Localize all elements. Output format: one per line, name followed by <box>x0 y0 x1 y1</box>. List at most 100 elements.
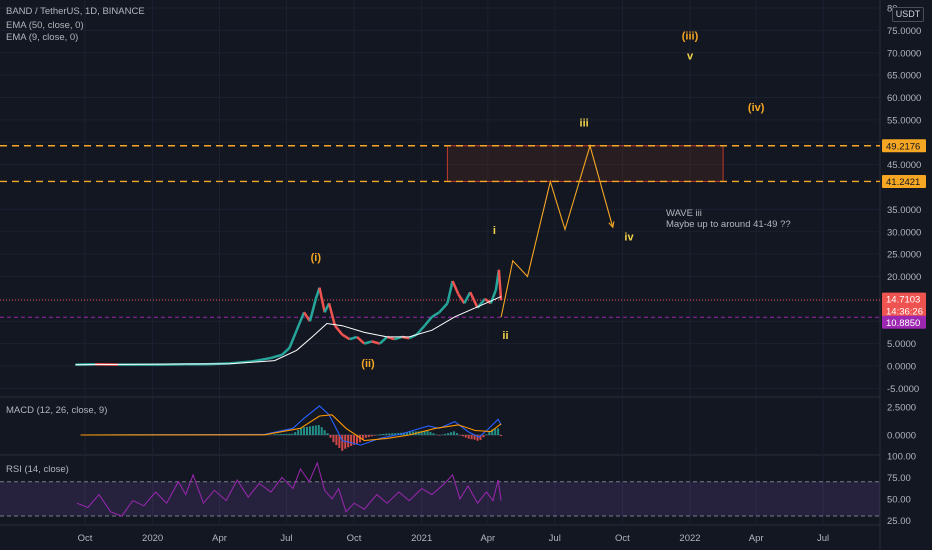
macd-histogram-bar <box>288 433 291 435</box>
currency-label: USDT <box>895 9 921 19</box>
price-tag[interactable] <box>882 304 926 318</box>
y-tick-label: 0.0000 <box>887 362 916 373</box>
macd-histogram-bar <box>358 435 361 443</box>
rsi-y-tick-label: 50.00 <box>887 494 911 505</box>
price-segment <box>349 335 358 341</box>
macd-histogram-bar <box>320 427 323 435</box>
macd-histogram-bar <box>453 431 456 435</box>
macd-histogram-bar <box>367 435 370 438</box>
x-tick-label: Jul <box>549 533 561 544</box>
price-axis[interactable]: 8075.000070.000065.000060.000055.000050.… <box>882 4 926 527</box>
price-segment <box>281 347 291 356</box>
ema-50-legend[interactable]: EMA (50, close, 0) <box>6 20 84 31</box>
macd-histogram-bar <box>491 429 494 435</box>
time-axis[interactable]: Oct 2020 Apr Jul Oct 2021 Apr Jul Oct 2022 Apr Jul <box>78 533 830 544</box>
wave-annotation[interactable]: WAVE iii Maybe up to around 41-49 ?? <box>666 208 791 230</box>
macd-histogram-bar <box>388 433 391 435</box>
x-tick-label: 2021 <box>411 533 432 544</box>
macd-histogram-bar <box>329 435 332 438</box>
price-series <box>75 269 503 366</box>
price-tag[interactable] <box>882 315 926 329</box>
macd-legend[interactable]: MACD (12, 26, close, 9) <box>6 405 108 416</box>
price-tag-label: 49.2176 <box>886 141 920 152</box>
macd-histogram-bar <box>291 433 294 435</box>
macd-histogram-bar <box>276 434 279 435</box>
macd-histogram-bar <box>297 429 300 435</box>
macd-histogram-bar <box>500 435 503 437</box>
macd-histogram-bar <box>473 435 476 440</box>
macd-histogram-bar <box>361 435 364 440</box>
macd-histogram-bar <box>444 433 447 435</box>
macd-histogram-bar <box>335 435 338 446</box>
macd-histogram-bar <box>311 425 314 435</box>
macd-histogram-bar <box>282 434 285 435</box>
price-segment <box>229 360 252 365</box>
x-tick-label: Oct <box>78 533 93 544</box>
y-tick-label: 20.0000 <box>887 272 921 283</box>
price-segment <box>303 311 311 322</box>
macd-histogram-bar <box>385 433 388 435</box>
price-segment <box>308 298 318 322</box>
price-tag-label: 10.8850 <box>886 318 920 329</box>
price-segment <box>431 311 440 318</box>
price-segment <box>463 291 472 304</box>
macd-histogram-bar <box>432 433 435 435</box>
macd-histogram-bar <box>479 435 482 441</box>
macd-histogram-bar <box>450 432 453 435</box>
annotation-line-1: WAVE iii <box>666 208 702 219</box>
price-tag[interactable] <box>882 292 926 306</box>
rsi-line <box>76 461 502 517</box>
macd-histogram-bar <box>353 435 356 445</box>
price-tag[interactable] <box>882 139 926 153</box>
wave-label: (ii) <box>361 358 375 370</box>
macd-histogram-bar <box>332 435 335 443</box>
price-segment <box>423 315 433 327</box>
price-segment <box>295 311 306 331</box>
y-tick-label: -5.0000 <box>887 384 919 395</box>
macd-histogram-bar <box>376 434 379 436</box>
macd-histogram-bar <box>482 435 485 438</box>
macd-histogram-bar <box>314 425 317 435</box>
price-segment <box>497 269 503 301</box>
macd-histogram-bar <box>476 435 479 441</box>
rsi-y-tick-label: 100.00 <box>887 452 916 463</box>
projection-path[interactable] <box>500 143 615 318</box>
wave-label: i <box>493 225 496 237</box>
macd-histogram-bar <box>350 435 353 447</box>
projection-line[interactable] <box>500 143 614 318</box>
x-tick-label: Oct <box>615 533 630 544</box>
price-segment <box>451 280 460 295</box>
symbol-title[interactable]: BAND / TetherUS, 1D, BINANCE <box>6 6 145 17</box>
wave-label: ii <box>502 330 508 342</box>
wave-label: (iii) <box>682 30 699 42</box>
price-segment <box>341 333 351 341</box>
y-tick-label: 75.0000 <box>887 26 921 37</box>
macd-histogram-bar <box>438 435 441 436</box>
macd-histogram-bar <box>429 431 432 435</box>
currency-badge[interactable]: USDT <box>892 7 924 22</box>
macd-histogram-bar <box>355 435 358 444</box>
macd-histogram-bar <box>461 435 464 437</box>
macd-histogram-bar <box>341 435 344 451</box>
price-tag-label: 41.2421 <box>886 177 920 188</box>
macd-histogram-bar <box>285 433 288 435</box>
price-segment <box>327 303 337 327</box>
macd-histogram-bar <box>411 431 414 435</box>
macd-histogram-bar <box>435 434 438 436</box>
macd-histogram-bar <box>470 435 473 440</box>
macd-histogram-bar <box>323 430 326 435</box>
x-tick-label: Apr <box>480 533 495 544</box>
price-segment <box>378 335 388 345</box>
macd-histogram-bar <box>300 428 303 435</box>
macd-histogram-bar <box>447 433 450 435</box>
price-tag[interactable] <box>882 174 926 188</box>
x-tick-label: 2022 <box>679 533 700 544</box>
ema-9-legend[interactable]: EMA (9, close, 0) <box>6 32 79 43</box>
projection-arrowhead <box>608 221 615 229</box>
ema-line <box>75 296 502 366</box>
wave-label: (i) <box>311 252 322 264</box>
rsi-legend[interactable]: RSI (14, close) <box>6 464 69 475</box>
macd-histogram-bar <box>391 433 394 435</box>
